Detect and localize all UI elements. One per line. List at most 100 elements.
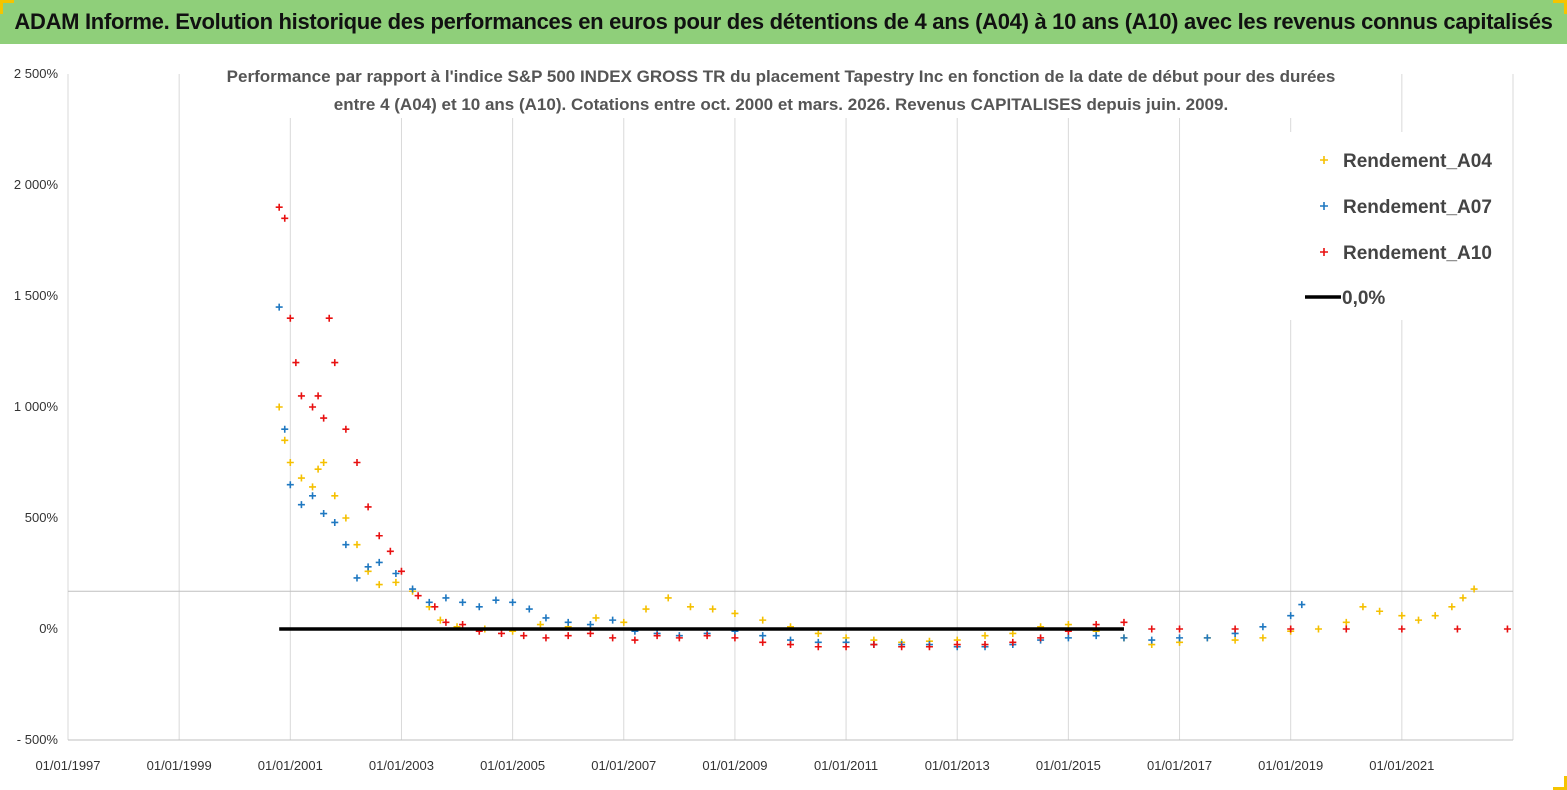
point-2-40 <box>981 641 989 649</box>
point-2-41 <box>1009 638 1017 646</box>
point-1-19 <box>525 605 533 613</box>
point-0-48 <box>1314 625 1322 633</box>
point-0-30 <box>814 629 822 637</box>
point-1-9 <box>364 563 372 571</box>
point-0-46 <box>1259 634 1267 642</box>
point-0-39 <box>1064 621 1072 629</box>
corner-mark-bottom-right-v <box>1564 776 1567 790</box>
x-tick-label-8: 01/01/2013 <box>925 758 990 773</box>
point-1-7 <box>342 541 350 549</box>
corner-mark-top-left-h <box>0 0 14 3</box>
point-2-8 <box>325 314 333 322</box>
point-2-4 <box>297 392 305 400</box>
point-0-28 <box>759 616 767 624</box>
point-1-45 <box>1203 634 1211 642</box>
point-2-18 <box>442 618 450 626</box>
point-0-3 <box>297 474 305 482</box>
chart-title-line-1: Performance par rapport à l'indice S&P 5… <box>227 67 1336 86</box>
point-0-56 <box>1459 594 1467 602</box>
point-0-25 <box>686 603 694 611</box>
x-tick-label-4: 01/01/2005 <box>480 758 545 773</box>
x-tick-label-12: 01/01/2021 <box>1369 758 1434 773</box>
point-0-12 <box>392 578 400 586</box>
point-2-2 <box>286 314 294 322</box>
point-0-57 <box>1470 585 1478 593</box>
point-1-49 <box>1298 601 1306 609</box>
point-2-27 <box>631 636 639 644</box>
corner-mark-top-right-v <box>1564 0 1567 14</box>
x-tick-label-0: 01/01/1997 <box>35 758 100 773</box>
point-0-21 <box>592 614 600 622</box>
legend-label-3: 0,0% <box>1342 288 1385 309</box>
point-1-22 <box>586 621 594 629</box>
point-0-19 <box>536 621 544 629</box>
point-2-19 <box>459 621 467 629</box>
point-2-16 <box>414 592 422 600</box>
point-2-6 <box>314 392 322 400</box>
point-2-29 <box>675 634 683 642</box>
point-1-44 <box>1176 634 1184 642</box>
point-1-15 <box>459 598 467 606</box>
point-1-41 <box>1092 632 1100 640</box>
point-1-2 <box>286 481 294 489</box>
point-2-11 <box>353 459 361 466</box>
point-2-42 <box>1037 634 1045 642</box>
point-0-2 <box>286 459 294 466</box>
point-2-36 <box>870 641 878 649</box>
series-rendement-a10 <box>275 203 1511 651</box>
point-1-10 <box>375 558 383 566</box>
point-0-55 <box>1448 603 1456 611</box>
point-2-37 <box>898 643 906 651</box>
performance-chart: 2 500% 2 000% 1 500% 1 000% 500% 0% - 500% 01/… <box>14 64 1514 773</box>
point-1-20 <box>542 614 550 622</box>
legend-background <box>1290 132 1512 320</box>
point-0-27 <box>731 609 739 617</box>
point-0-0 <box>275 403 283 411</box>
point-0-52 <box>1398 612 1406 620</box>
x-tick-label-10: 01/01/2017 <box>1147 758 1212 773</box>
point-2-53 <box>1503 625 1511 633</box>
y-tick-label-3: 1 000% <box>14 399 59 414</box>
series-rendement-a04 <box>275 403 1478 649</box>
point-2-48 <box>1231 625 1239 633</box>
point-0-37 <box>1009 629 1017 637</box>
point-2-25 <box>586 629 594 637</box>
corner-mark-top-right-h <box>1553 0 1567 3</box>
point-2-52 <box>1453 625 1461 633</box>
point-1-17 <box>492 596 500 604</box>
legend-label-0: Rendement_A04 <box>1343 151 1492 172</box>
point-0-22 <box>620 618 628 626</box>
point-1-42 <box>1120 634 1128 642</box>
point-1-16 <box>475 603 483 611</box>
x-tick-label-2: 01/01/2001 <box>258 758 323 773</box>
point-2-14 <box>386 547 394 555</box>
point-1-1 <box>281 425 289 433</box>
point-2-30 <box>703 632 711 640</box>
point-2-22 <box>520 632 528 640</box>
point-2-47 <box>1176 625 1184 633</box>
series-rendement-a07 <box>275 303 1306 651</box>
point-2-3 <box>292 359 300 367</box>
legend-marker-2 <box>1320 248 1328 256</box>
point-2-0 <box>275 203 283 211</box>
point-2-24 <box>564 632 572 640</box>
point-1-29 <box>759 632 767 640</box>
x-tick-label-11: 01/01/2019 <box>1258 758 1323 773</box>
point-1-23 <box>609 616 617 624</box>
point-1-47 <box>1259 623 1267 631</box>
point-2-49 <box>1287 625 1295 633</box>
point-0-9 <box>353 541 361 549</box>
point-2-34 <box>814 643 822 651</box>
point-2-28 <box>653 632 661 640</box>
y-tick-label-5: 0% <box>39 621 58 636</box>
legend-marker-0 <box>1320 156 1328 164</box>
point-0-6 <box>320 459 328 466</box>
point-2-5 <box>309 403 317 411</box>
point-2-38 <box>925 643 933 651</box>
point-0-54 <box>1431 612 1439 620</box>
point-0-24 <box>664 594 672 602</box>
legend-label-1: Rendement_A07 <box>1343 197 1492 218</box>
point-0-1 <box>281 436 289 444</box>
point-1-12 <box>409 585 417 593</box>
y-tick-label-4: 500% <box>25 510 59 525</box>
